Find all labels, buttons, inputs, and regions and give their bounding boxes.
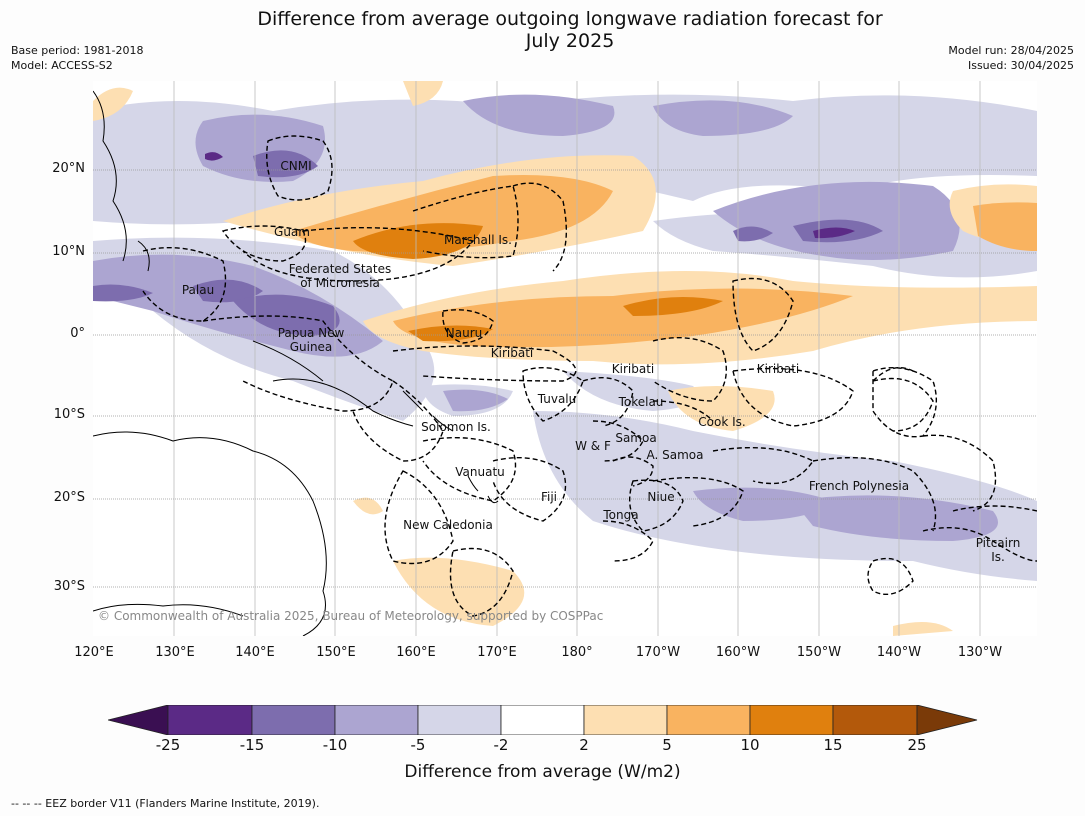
region-label-kiribati-central: Kiribati: [611, 362, 655, 376]
lat-label-10s: 10°S: [53, 407, 85, 422]
lon-label-140w: 140°W: [876, 645, 922, 660]
region-label-new-caledonia: New Caledonia: [403, 518, 493, 532]
colorbar-segment-6: [583, 704, 668, 736]
region-label-fsm: Federated States of Micronesia: [288, 262, 392, 290]
region-label-png: Papua New Guinea: [277, 326, 345, 354]
colorbar-segment-4: [417, 704, 502, 736]
lat-label-10n: 10°N: [52, 244, 85, 259]
region-label-fiji: Fiji: [540, 490, 558, 504]
region-label-solomon: Solomon Is.: [421, 420, 491, 434]
colorbar-tick-3: -5: [410, 736, 426, 754]
copyright-notice: © Commonwealth of Australia 2025, Bureau…: [98, 609, 604, 623]
lat-label-20n: 20°N: [52, 161, 85, 176]
region-label-marshall: Marshall Is.: [444, 233, 512, 247]
lon-label-150w: 150°W: [796, 645, 842, 660]
region-label-cook: Cook Is.: [698, 415, 746, 429]
colorbar-title: Difference from average (W/m2): [404, 762, 681, 782]
colorbar-tick-2: -10: [322, 736, 348, 754]
colorbar-tick-8: 15: [823, 736, 843, 754]
colorbar-tick-1: -15: [239, 736, 265, 754]
lon-label-160e: 160°E: [396, 645, 436, 660]
colorbar-tick-0: -25: [155, 736, 181, 754]
region-label-wallis-futuna: W & F: [575, 439, 611, 453]
anomaly-dark-orange: [353, 223, 723, 342]
meridians: [173, 81, 981, 636]
colorbar: [107, 704, 978, 736]
region-label-french-polynesia: French Polynesia: [808, 479, 910, 493]
colorbar-segment-5: [500, 704, 585, 736]
region-label-niue: Niue: [647, 490, 675, 504]
region-label-kiribati-west: Kiribati: [490, 346, 534, 360]
lon-label-160w: 160°W: [715, 645, 761, 660]
colorbar-segment-0: [107, 704, 169, 736]
region-label-tokelau: Tokelau: [618, 395, 664, 409]
colorbar-tick-7: 10: [740, 736, 760, 754]
region-label-guam: Guam: [274, 225, 310, 239]
region-label-kiribati-east: Kiribati: [756, 362, 800, 376]
colorbar-segment-8: [749, 704, 834, 736]
model-name: Model: ACCESS-S2: [11, 59, 113, 72]
colorbar-tick-9: 25: [907, 736, 927, 754]
colorbar-segment-9: [832, 704, 918, 736]
region-label-tonga: Tonga: [603, 508, 639, 522]
eez-borders: [142, 135, 1037, 617]
region-label-samoa: Samoa: [615, 431, 657, 445]
lon-label-170w: 170°W: [635, 645, 681, 660]
meta-right: Model run: 28/04/2025 Issued: 30/04/2025: [948, 43, 1074, 73]
lat-label-20s: 20°S: [53, 490, 85, 505]
region-label-tuvalu: Tuvalu: [537, 392, 577, 406]
model-run: Model run: 28/04/2025: [948, 44, 1074, 57]
chart-title: Difference from average outgoing longwav…: [257, 8, 883, 52]
region-label-nauru: Nauru: [445, 326, 483, 340]
eez-footnote: -- -- -- EEZ border V11 (Flanders Marine…: [11, 797, 320, 810]
anomaly-darkest-purple: [205, 152, 855, 239]
lon-label-140e: 140°E: [235, 645, 275, 660]
lon-label-170e: 170°E: [477, 645, 517, 660]
region-label-pitcairn: Pitcairn Is.: [975, 536, 1021, 564]
colorbar-segment-1: [167, 704, 253, 736]
lon-label-120e: 120°E: [74, 645, 114, 660]
colorbar-svg: [107, 704, 978, 736]
lon-label-130e: 130°E: [155, 645, 195, 660]
issued-date: Issued: 30/04/2025: [967, 59, 1074, 72]
base-period: Base period: 1981-2018: [11, 44, 144, 57]
lon-label-130w: 130°W: [957, 645, 1003, 660]
map-canvas: [93, 81, 1037, 636]
graticule: [93, 169, 1037, 588]
region-label-vanuatu: Vanuatu: [455, 465, 505, 479]
meta-left: Base period: 1981-2018 Model: ACCESS-S2: [11, 43, 143, 73]
lon-label-150e: 150°E: [316, 645, 356, 660]
anomaly-dark-purple: [93, 150, 883, 336]
colorbar-segment-7: [666, 704, 751, 736]
colorbar-tick-4: -2: [493, 736, 509, 754]
colorbar-segment-10: [916, 704, 978, 736]
region-label-cnmi: CNMI: [280, 159, 312, 173]
region-label-palau: Palau: [181, 283, 215, 297]
colorbar-tick-5: 2: [579, 736, 589, 754]
colorbar-segment-2: [251, 704, 336, 736]
lon-label-180: 180°: [561, 645, 593, 660]
colorbar-tick-6: 5: [662, 736, 672, 754]
anomaly-map: [93, 81, 1037, 636]
region-label-american-samoa: A. Samoa: [646, 448, 704, 462]
colorbar-segment-3: [334, 704, 419, 736]
lat-label-30s: 30°S: [53, 579, 85, 594]
lat-label-0: 0°: [70, 326, 85, 341]
